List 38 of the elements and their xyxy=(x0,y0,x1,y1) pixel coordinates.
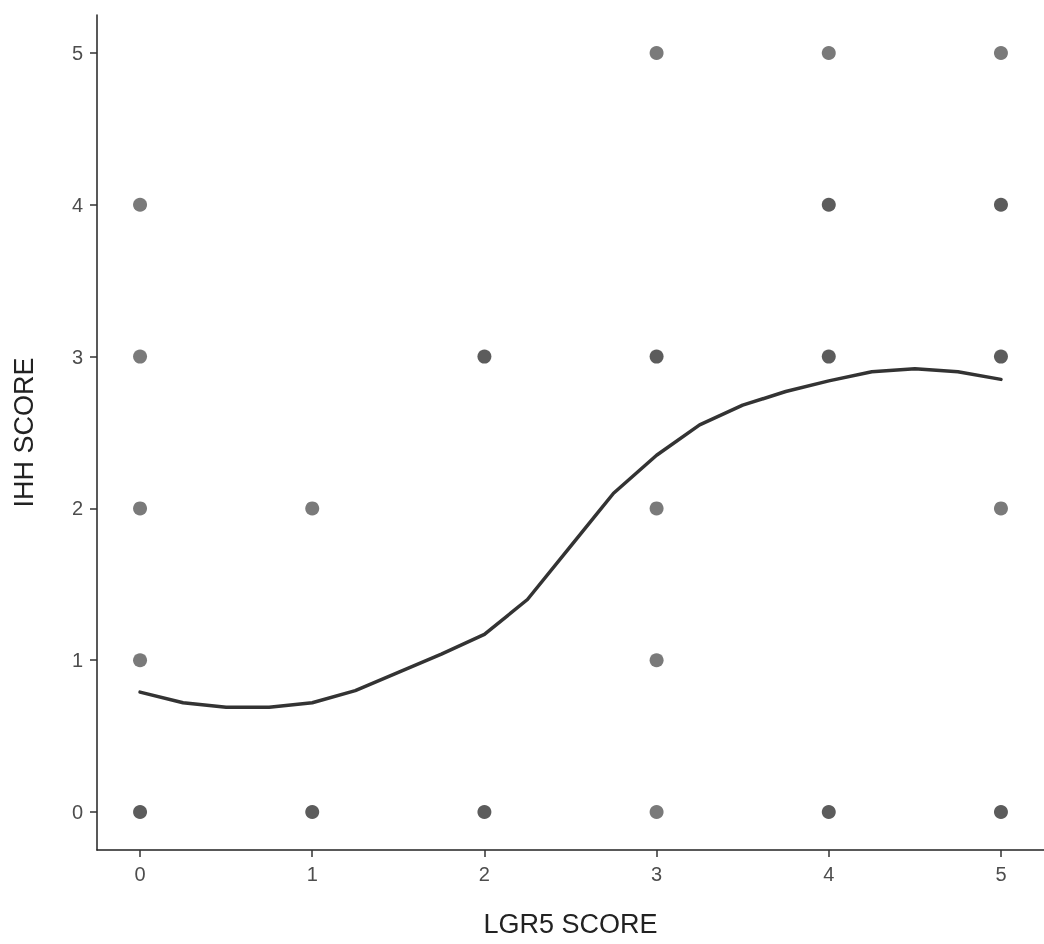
point xyxy=(649,653,664,668)
point xyxy=(649,805,664,820)
line-series xyxy=(138,366,1003,710)
y-tick-label: 2 xyxy=(71,497,83,520)
point xyxy=(649,45,664,60)
point xyxy=(649,501,664,516)
x-tick-label: 5 xyxy=(995,863,1007,885)
point xyxy=(993,501,1008,516)
x-tick-label: 3 xyxy=(651,863,663,885)
point xyxy=(821,349,836,364)
point xyxy=(993,805,1008,820)
point xyxy=(821,805,836,820)
point xyxy=(305,805,320,820)
x-tick-label: 0 xyxy=(134,863,146,885)
point xyxy=(133,653,148,668)
point xyxy=(477,805,492,820)
y-axis-title: IHH SCORE xyxy=(8,357,39,508)
y-tick-label: 5 xyxy=(71,41,83,64)
point xyxy=(133,197,148,212)
point xyxy=(993,45,1008,60)
point xyxy=(477,349,492,364)
y-tick-label: 4 xyxy=(71,193,83,216)
point xyxy=(133,805,148,820)
point xyxy=(133,501,148,516)
x-tick-label: 1 xyxy=(306,863,318,885)
point xyxy=(821,45,836,60)
point xyxy=(821,197,836,212)
point xyxy=(649,349,664,364)
y-tick-label: 0 xyxy=(71,801,83,824)
point xyxy=(993,349,1008,364)
x-tick-label: 4 xyxy=(823,863,835,885)
y-tick-label: 1 xyxy=(71,649,83,672)
y-tick-label: 3 xyxy=(71,345,83,368)
point xyxy=(993,197,1008,212)
x-axis-title: LGR5 SCORE xyxy=(483,908,658,939)
point xyxy=(133,349,148,364)
x-tick-label: 2 xyxy=(478,863,490,885)
point xyxy=(305,501,320,516)
